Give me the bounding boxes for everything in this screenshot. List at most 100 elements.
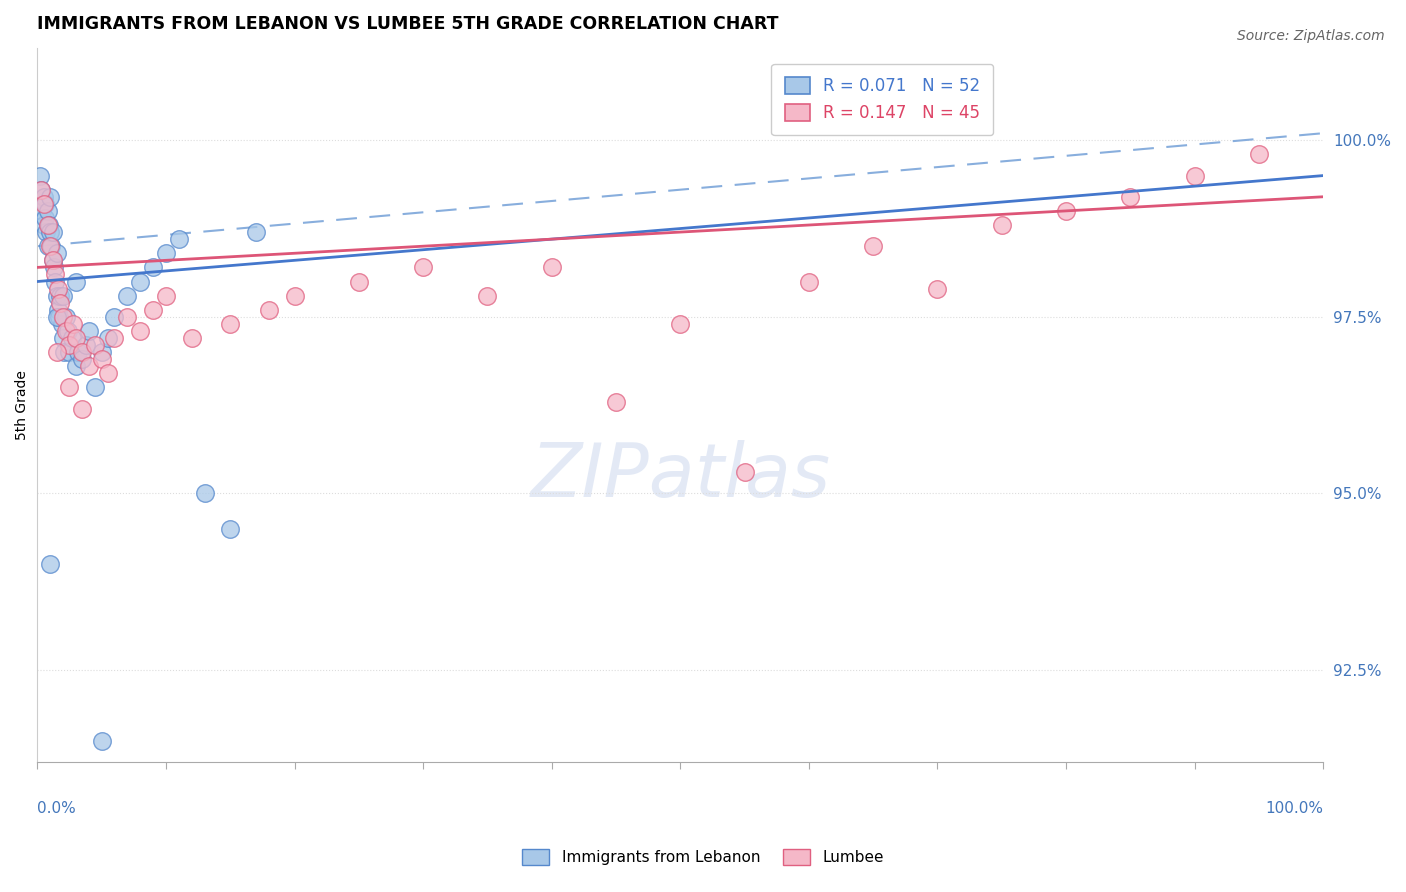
Point <box>45 246 67 260</box>
Point <box>283 288 305 302</box>
Point <box>90 733 112 747</box>
Text: Source: ZipAtlas.com: Source: ZipAtlas.com <box>1237 29 1385 43</box>
Point <box>49 288 72 302</box>
Point <box>52 310 75 324</box>
Point <box>52 288 75 302</box>
Point <box>53 345 76 359</box>
Point <box>37 239 59 253</box>
Point <box>129 324 152 338</box>
Text: 100.0%: 100.0% <box>1265 801 1323 816</box>
Point <box>193 486 215 500</box>
Point <box>72 345 94 359</box>
Point <box>1184 169 1206 183</box>
Point <box>219 522 242 536</box>
Point <box>62 317 84 331</box>
Point <box>1054 203 1077 218</box>
Point <box>39 225 62 239</box>
Point <box>245 225 267 239</box>
Point <box>991 218 1014 232</box>
Point <box>1247 147 1270 161</box>
Point <box>30 183 52 197</box>
Point <box>34 211 56 225</box>
Point <box>862 239 884 253</box>
Legend: R = 0.071   N = 52, R = 0.147   N = 45: R = 0.071 N = 52, R = 0.147 N = 45 <box>772 64 994 136</box>
Point <box>58 338 80 352</box>
Point <box>44 268 66 282</box>
Point <box>257 302 280 317</box>
Point <box>41 239 63 253</box>
Point <box>103 310 125 324</box>
Point <box>51 317 73 331</box>
Point <box>39 190 62 204</box>
Point <box>90 345 112 359</box>
Point <box>734 465 756 479</box>
Y-axis label: 5th Grade: 5th Grade <box>15 370 30 440</box>
Point <box>28 169 51 183</box>
Point <box>90 352 112 367</box>
Point <box>45 288 67 302</box>
Point <box>46 282 69 296</box>
Point <box>167 232 190 246</box>
Point <box>42 253 65 268</box>
Point <box>72 352 94 367</box>
Point <box>49 295 72 310</box>
Point <box>142 260 165 275</box>
Point <box>797 275 820 289</box>
Point <box>65 359 87 374</box>
Point <box>117 310 139 324</box>
Point <box>31 203 53 218</box>
Point <box>180 331 202 345</box>
Point <box>103 331 125 345</box>
Point <box>129 275 152 289</box>
Point <box>32 218 55 232</box>
Point <box>347 275 370 289</box>
Point <box>44 275 66 289</box>
Point <box>75 338 97 352</box>
Point <box>155 288 177 302</box>
Point <box>60 331 83 345</box>
Point <box>219 317 242 331</box>
Point <box>540 260 562 275</box>
Point <box>97 331 120 345</box>
Point <box>1119 190 1142 204</box>
Point <box>39 557 62 571</box>
Point <box>42 253 65 268</box>
Point <box>55 310 77 324</box>
Point <box>38 218 60 232</box>
Point <box>155 246 177 260</box>
Point <box>32 197 55 211</box>
Point <box>42 225 65 239</box>
Point <box>77 324 100 338</box>
Point <box>142 302 165 317</box>
Text: ZIPatlas: ZIPatlas <box>530 441 831 512</box>
Point <box>39 239 62 253</box>
Point <box>37 203 59 218</box>
Point <box>58 345 80 359</box>
Point <box>45 310 67 324</box>
Point <box>477 288 499 302</box>
Point <box>30 183 52 197</box>
Point <box>605 394 627 409</box>
Point <box>34 197 56 211</box>
Point <box>77 359 100 374</box>
Point <box>65 331 87 345</box>
Point <box>927 282 949 296</box>
Point <box>42 260 65 275</box>
Point <box>84 380 107 394</box>
Point <box>52 331 75 345</box>
Point <box>35 225 58 239</box>
Text: 0.0%: 0.0% <box>38 801 76 816</box>
Legend: Immigrants from Lebanon, Lumbee: Immigrants from Lebanon, Lumbee <box>516 843 890 871</box>
Point <box>46 302 69 317</box>
Point <box>58 380 80 394</box>
Point <box>72 401 94 416</box>
Point <box>97 367 120 381</box>
Point <box>58 324 80 338</box>
Point <box>65 275 87 289</box>
Point <box>37 218 59 232</box>
Point <box>117 288 139 302</box>
Point <box>55 324 77 338</box>
Point <box>67 345 90 359</box>
Point <box>45 345 67 359</box>
Point <box>669 317 692 331</box>
